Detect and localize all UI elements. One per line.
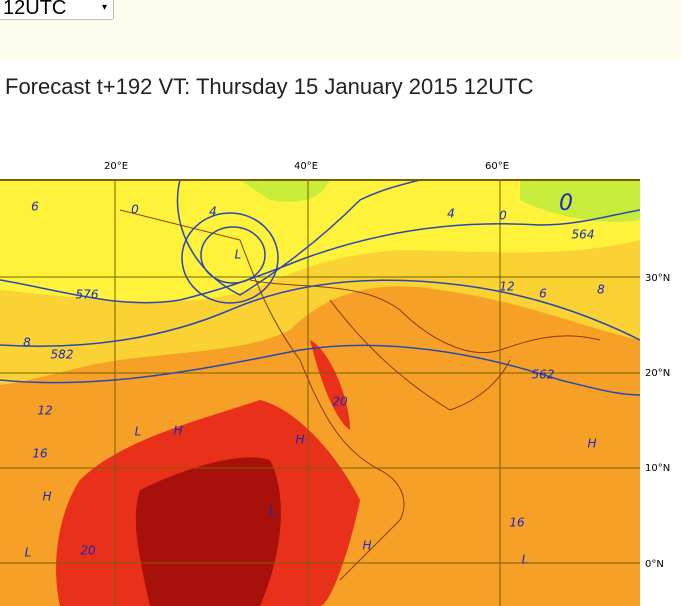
contour-label: L — [269, 504, 276, 518]
hot-zone-2 — [310, 340, 350, 430]
lon-label: 40°E — [294, 161, 318, 172]
time-select[interactable]: 12UTC ▾ — [0, 0, 114, 20]
lat-label: 30°N — [645, 273, 670, 284]
contour-label: 6 — [31, 200, 39, 214]
contour-label: L — [235, 248, 242, 262]
contour-label: 12 — [499, 280, 514, 294]
contours — [0, 179, 641, 396]
contour-label: 564 — [572, 228, 595, 242]
contour-label: 582 — [51, 348, 74, 362]
contour-label: 0 — [499, 209, 507, 223]
contour-label: H — [295, 433, 304, 447]
contour-label: H — [362, 539, 371, 553]
mild-zone — [0, 180, 640, 302]
forecast-map: 20°E 40°E 60°E 30°N 20°N 10°N 0°N 6 0 4 … — [0, 161, 670, 606]
contour-label: 4 — [447, 207, 455, 221]
contour-label: 16 — [32, 447, 48, 461]
forecast-title: Forecast t+192 VT: Thursday 15 January 2… — [5, 74, 534, 99]
lon-label: 60°E — [485, 161, 509, 172]
contour-labels: 6 0 4 L 576 582 8 564 0 4 0 12 6 8 562 2… — [23, 191, 605, 567]
contour-label: 12 — [37, 404, 52, 418]
cool-zone — [240, 180, 640, 222]
contour-label: 20 — [332, 395, 348, 409]
contour-label: 562 — [532, 368, 555, 382]
contour-label: 8 — [597, 283, 605, 297]
header-bar: 12UTC ▾ — [0, 0, 681, 60]
lat-label: 10°N — [645, 463, 670, 474]
contour-label: 20 — [80, 544, 96, 558]
contour-label: 4 — [209, 205, 217, 219]
lon-label: 20°E — [104, 161, 128, 172]
contour-label: H — [42, 490, 51, 504]
very-hot-zone — [135, 457, 281, 606]
contour-label: L — [25, 546, 32, 560]
select-value: 12UTC — [3, 0, 67, 19]
coastlines — [119, 209, 601, 581]
contour-label: 0 — [131, 203, 139, 217]
map-area — [0, 179, 641, 606]
contour-label: L — [522, 553, 529, 567]
select-arrow: ▾ — [101, 2, 107, 13]
contour-label: 16 — [509, 516, 525, 530]
grid — [0, 180, 640, 606]
contour-label: 0 — [559, 191, 573, 216]
contour-label: 6 — [539, 287, 547, 301]
contour-label: H — [173, 424, 182, 438]
lat-label: 0°N — [645, 559, 664, 570]
contour-label: L — [135, 425, 142, 439]
lat-label: 20°N — [645, 368, 670, 379]
contour-label: 576 — [76, 288, 99, 302]
contour-label: 8 — [23, 336, 31, 350]
contour-label: H — [587, 437, 596, 451]
